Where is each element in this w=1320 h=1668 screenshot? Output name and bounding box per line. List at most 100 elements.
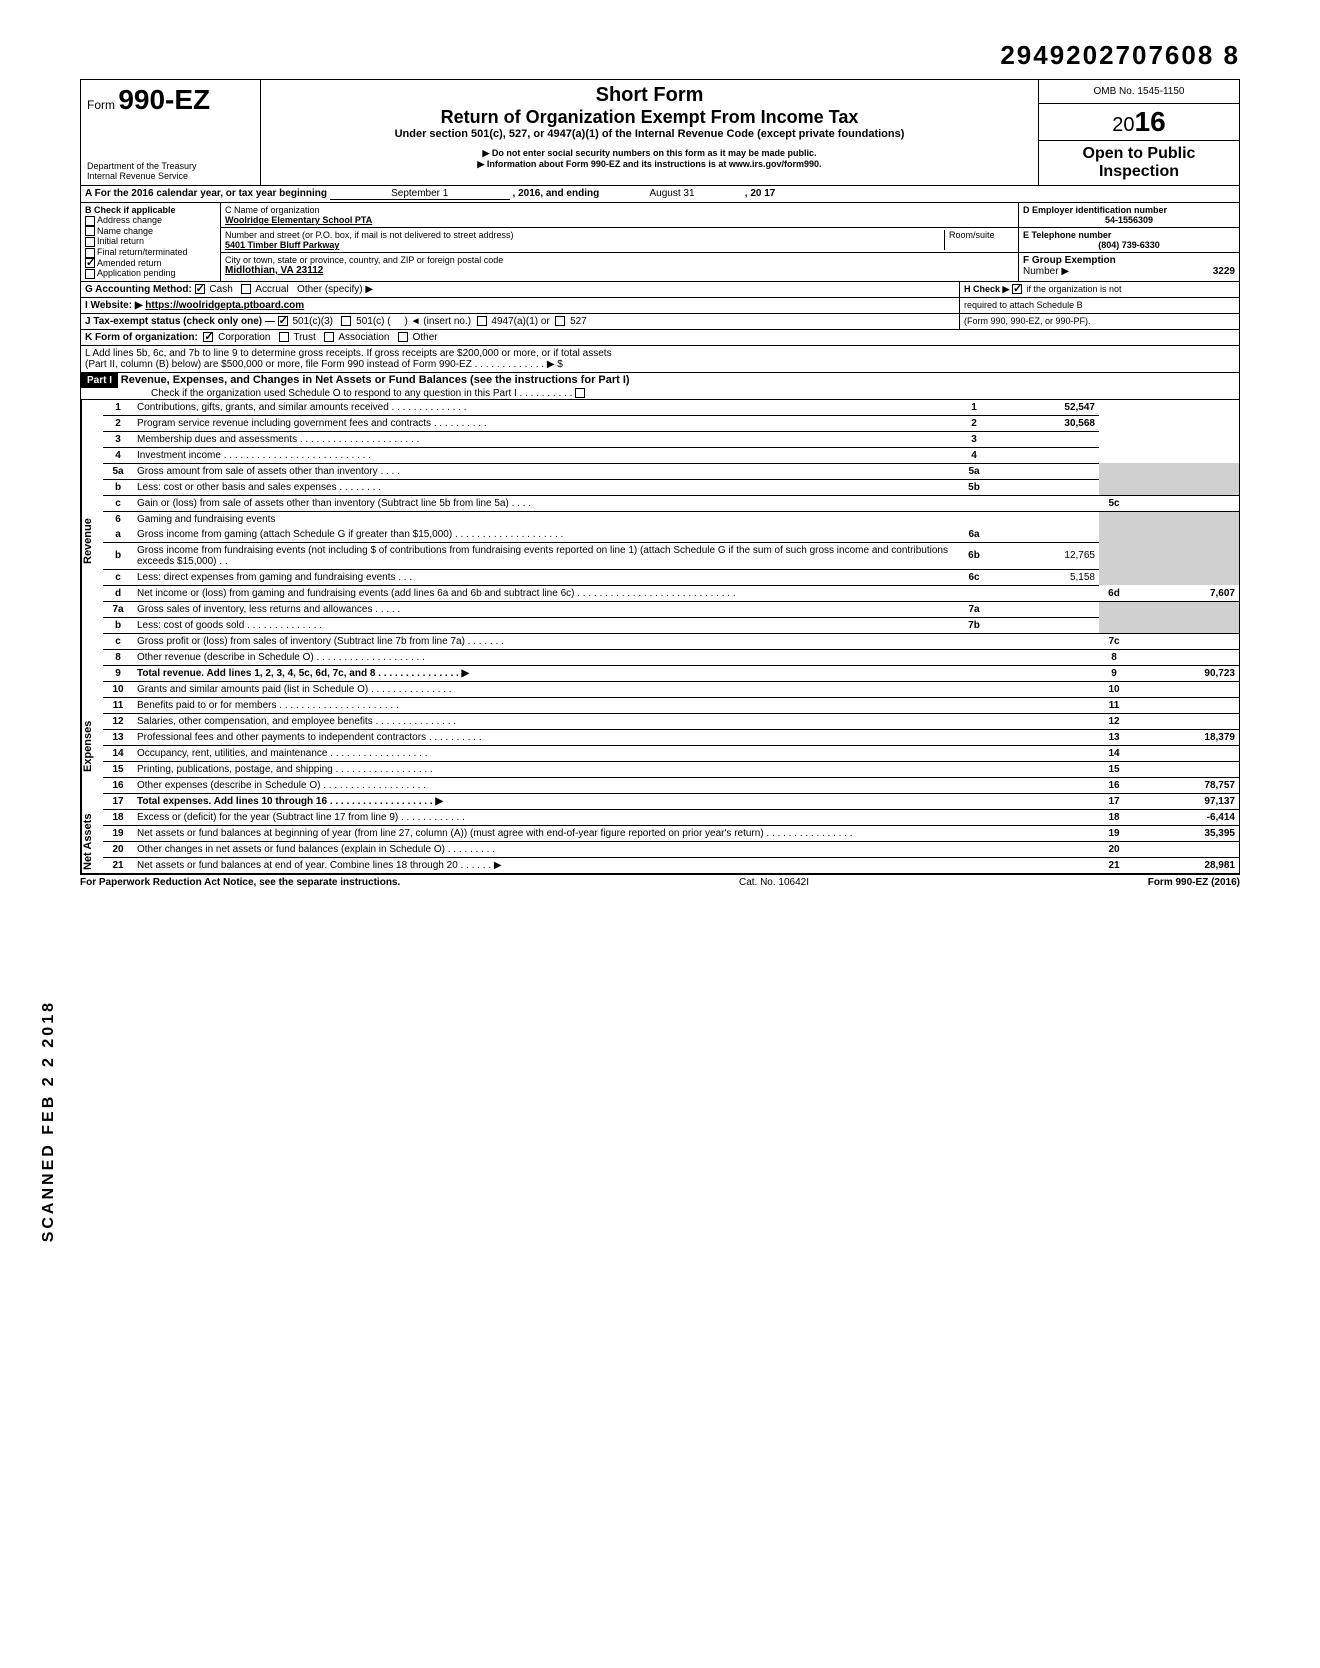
check-other-org[interactable] <box>398 332 408 342</box>
net-assets-section: Net Assets 18Excess or (deficit) for the… <box>80 810 1240 874</box>
scanned-stamp: SCANNED FEB 2 2 2018 <box>40 1000 58 1242</box>
room-label: Room/suite <box>944 230 1014 250</box>
section-l-line2: (Part II, column (B) below) are $500,000… <box>85 359 1235 370</box>
tax-year-end-year: , 20 17 <box>745 188 776 199</box>
501c-label: 501(c) ( <box>356 316 390 327</box>
short-form-title: Short Form <box>267 84 1032 107</box>
footer-left: For Paperwork Reduction Act Notice, see … <box>80 877 400 888</box>
check-corporation[interactable] <box>203 332 213 342</box>
part-1-header: Part I Revenue, Expenses, and Changes in… <box>80 373 1240 400</box>
group-exemption-label: F Group Exemption <box>1023 255 1235 266</box>
h-check-label: H Check ▶ <box>964 284 1009 294</box>
year-prefix: 20 <box>1112 114 1134 136</box>
check-accrual[interactable] <box>241 284 251 294</box>
year-bold: 16 <box>1135 106 1166 137</box>
form-prefix: Form <box>87 98 115 112</box>
group-num-label: Number ▶ <box>1023 266 1069 277</box>
part-1-title: Revenue, Expenses, and Changes in Net As… <box>121 374 630 386</box>
expenses-label: Expenses <box>81 682 103 810</box>
section-def: D Employer identification number 54-1556… <box>1019 203 1239 281</box>
section-gh: G Accounting Method: Cash Accrual Other … <box>80 282 1240 298</box>
name-label: C Name of organization <box>225 205 1014 215</box>
part-1-label: Part I <box>81 373 118 388</box>
section-l: L Add lines 5b, 6c, and 7b to line 9 to … <box>80 346 1240 373</box>
check-name-change[interactable]: Name change <box>85 226 216 237</box>
check-schedule-o[interactable] <box>575 388 585 398</box>
527-label: 527 <box>570 316 587 327</box>
check-527[interactable] <box>555 316 565 326</box>
other-method-label: Other (specify) ▶ <box>297 284 373 295</box>
phone-value: (804) 739-6330 <box>1023 240 1235 250</box>
part-1-check-text: Check if the organization used Schedule … <box>151 388 575 399</box>
section-b: B Check if applicable Address change Nam… <box>81 203 221 281</box>
section-a-label: A For the 2016 calendar year, or tax yea… <box>85 188 327 199</box>
section-c: C Name of organization Woolridge Element… <box>221 203 1019 281</box>
check-501c[interactable] <box>341 316 351 326</box>
form-org-label: K Form of organization: <box>85 332 198 343</box>
tax-exempt-label: J Tax-exempt status (check only one) — <box>85 316 275 327</box>
city-label: City or town, state or province, country… <box>225 255 1014 265</box>
section-l-line1: L Add lines 5b, 6c, and 7b to line 9 to … <box>85 348 1235 359</box>
check-cash[interactable] <box>195 284 205 294</box>
ein-value: 54-1556309 <box>1023 215 1235 225</box>
section-a: A For the 2016 calendar year, or tax yea… <box>80 186 1240 203</box>
ein-label: D Employer identification number <box>1023 205 1235 215</box>
document-number: 2949202707608 8 <box>80 40 1240 71</box>
return-title: Return of Organization Exempt From Incom… <box>267 107 1032 128</box>
subtitle: Under section 501(c), 527, or 4947(a)(1)… <box>267 128 1032 140</box>
check-initial-return[interactable]: Initial return <box>85 236 216 247</box>
website-label: I Website: ▶ <box>85 300 143 311</box>
check-4947[interactable] <box>477 316 487 326</box>
check-trust[interactable] <box>279 332 289 342</box>
header-block: B Check if applicable Address change Nam… <box>80 203 1240 282</box>
check-501c3[interactable] <box>278 316 288 326</box>
expenses-section: Expenses 10Grants and similar amounts pa… <box>80 682 1240 810</box>
check-application-pending[interactable]: Application pending <box>85 268 216 279</box>
net-assets-label: Net Assets <box>81 810 103 873</box>
org-address: 5401 Timber Bluff Parkway <box>225 240 944 250</box>
inspection-label: Inspection <box>1043 163 1235 181</box>
open-label: Open to Public <box>1043 145 1235 163</box>
501c3-label: 501(c)(3) <box>292 316 333 327</box>
org-city: Midlothian, VA 23112 <box>225 265 1014 276</box>
section-a-mid: , 2016, and ending <box>513 188 600 199</box>
omb-number: OMB No. 1545-1150 <box>1039 80 1239 104</box>
footer-cat-no: Cat. No. 10642I <box>739 877 809 888</box>
org-name: Woolridge Elementary School PTA <box>225 215 1014 225</box>
form-number: Form 990-EZ <box>87 84 254 116</box>
revenue-section: Revenue 1Contributions, gifts, grants, a… <box>80 400 1240 682</box>
footer-right: Form 990-EZ (2016) <box>1148 877 1240 888</box>
irs-label: Internal Revenue Service <box>87 171 254 181</box>
tax-year-begin: September 1 <box>330 188 510 200</box>
h-text4: (Form 990, 990-EZ, or 990-PF). <box>964 316 1091 326</box>
form-990ez: 990-EZ <box>118 84 210 115</box>
revenue-table: 1Contributions, gifts, grants, and simil… <box>103 400 1239 682</box>
h-text2: if the organization is not <box>1026 284 1121 294</box>
h-text3: required to attach Schedule B <box>964 300 1083 310</box>
warning-1: Do not enter social security numbers on … <box>267 148 1032 159</box>
form-header: Form 990-EZ Department of the Treasury I… <box>80 79 1240 186</box>
phone-label: E Telephone number <box>1023 230 1235 240</box>
open-to-public: Open to Public Inspection <box>1039 141 1239 185</box>
expenses-table: 10Grants and similar amounts paid (list … <box>103 682 1239 810</box>
section-b-label: B Check if applicable <box>85 205 216 215</box>
tax-year: 2016 <box>1039 104 1239 141</box>
form-footer: For Paperwork Reduction Act Notice, see … <box>80 874 1240 888</box>
section-i: I Website: ▶ https://woolridgepta.ptboar… <box>80 298 1240 314</box>
website-value: https://woolridgepta.ptboard.com <box>145 300 304 311</box>
tax-year-end-month: August 31 <box>602 188 742 199</box>
check-schedule-b[interactable] <box>1012 284 1022 294</box>
accounting-label: G Accounting Method: <box>85 284 192 295</box>
group-exemption-value: 3229 <box>1213 266 1235 277</box>
check-final-return[interactable]: Final return/terminated <box>85 247 216 258</box>
check-address-change[interactable]: Address change <box>85 215 216 226</box>
check-association[interactable] <box>324 332 334 342</box>
section-j: J Tax-exempt status (check only one) — 5… <box>80 314 1240 330</box>
addr-label: Number and street (or P.O. box, if mail … <box>225 230 944 240</box>
net-assets-table: 18Excess or (deficit) for the year (Subt… <box>103 810 1239 873</box>
4947-label: 4947(a)(1) or <box>491 316 549 327</box>
check-amended-return[interactable]: Amended return <box>85 258 216 269</box>
revenue-label: Revenue <box>81 400 103 682</box>
section-k: K Form of organization: Corporation Trus… <box>80 330 1240 346</box>
warning-2: Information about Form 990-EZ and its in… <box>267 159 1032 170</box>
